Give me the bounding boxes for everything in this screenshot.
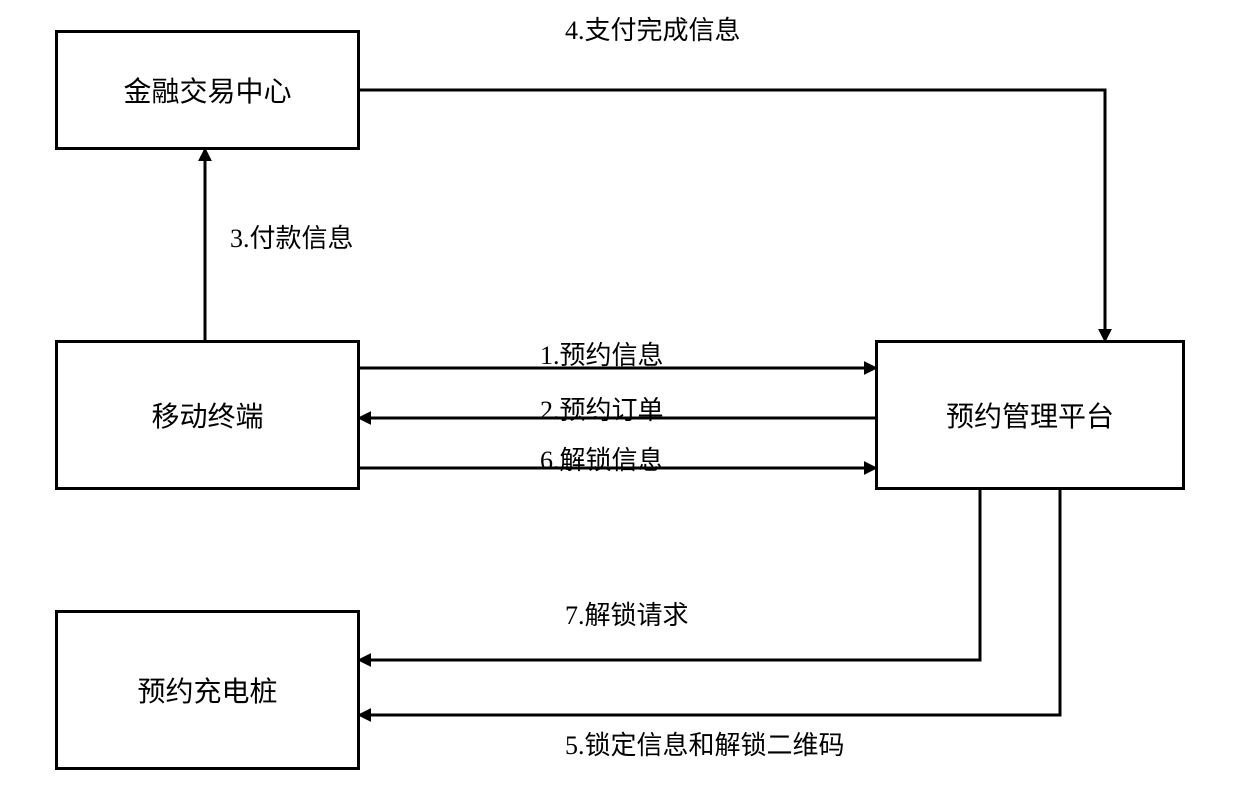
edge-e5 xyxy=(360,490,1060,715)
node-mobile: 移动终端 xyxy=(55,340,360,490)
node-platform-label: 预约管理平台 xyxy=(946,395,1114,435)
edge-e4 xyxy=(360,90,1105,340)
node-platform: 预约管理平台 xyxy=(875,340,1185,490)
edge-e7 xyxy=(360,490,980,660)
edge-e2-label: 2.预约订单 xyxy=(540,390,664,427)
node-charger-label: 预约充电桩 xyxy=(137,670,277,710)
node-finance-label: 金融交易中心 xyxy=(123,70,291,110)
edge-e5-label: 5.锁定信息和解锁二维码 xyxy=(565,725,845,762)
edge-e3-label: 3.付款信息 xyxy=(230,218,354,255)
edge-e7-label: 7.解锁请求 xyxy=(565,595,689,632)
edge-e1-label: 1.预约信息 xyxy=(540,335,664,372)
edge-e6-label: 6.解锁信息 xyxy=(540,440,664,477)
edge-e4-label: 4.支付完成信息 xyxy=(565,10,741,47)
node-finance: 金融交易中心 xyxy=(55,30,360,150)
node-charger: 预约充电桩 xyxy=(55,610,360,770)
node-mobile-label: 移动终端 xyxy=(151,395,263,435)
